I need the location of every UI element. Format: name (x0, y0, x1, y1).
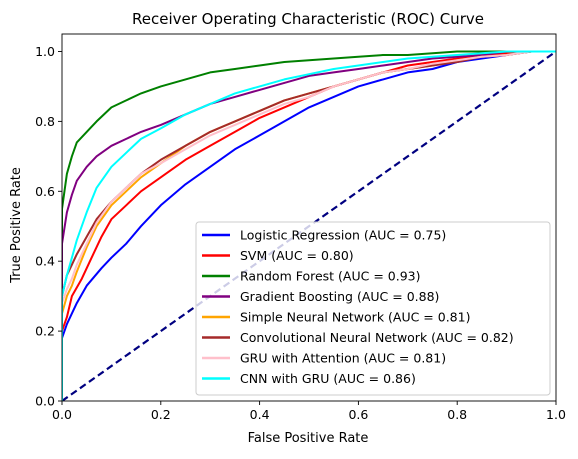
series-line-4 (62, 50, 556, 401)
chart-title: Receiver Operating Characteristic (ROC) … (132, 10, 484, 28)
legend-label-6: Convolutional Neural Network (AUC = 0.82… (240, 330, 514, 345)
legend-label-5: Simple Neural Network (AUC = 0.81) (240, 310, 470, 325)
y-axis-label: True Positive Rate (9, 167, 24, 284)
legend-label-3: Random Forest (AUC = 0.93) (240, 269, 421, 284)
series-line-2 (62, 50, 556, 401)
legend-label-7: GRU with Attention (AUC = 0.81) (240, 351, 446, 366)
x-tick-label: 0.2 (151, 407, 171, 422)
y-tick-label: 0.4 (35, 254, 55, 269)
x-tick-label: 0.0 (52, 407, 72, 422)
series-line-8 (62, 50, 556, 401)
legend-label-8: CNN with GRU (AUC = 0.86) (240, 371, 416, 386)
legend-label-1: Logistic Regression (AUC = 0.75) (240, 228, 446, 243)
series-line-3 (62, 50, 556, 401)
x-tick-label: 0.6 (348, 407, 368, 422)
legend-label-4: Gradient Boosting (AUC = 0.88) (240, 289, 439, 304)
axes-frame (61, 33, 557, 402)
plot-area (62, 50, 556, 401)
series-line-6 (62, 50, 556, 401)
x-tick-label: 0.4 (250, 407, 270, 422)
axes: 0.0 0.2 0.4 0.6 0.8 1.0 0.0 0.2 0.4 0.6 0.8 1.0 (35, 33, 566, 422)
legend-label-2: SVM (AUC = 0.80) (240, 248, 354, 263)
y-tick-label: 0.0 (35, 394, 55, 409)
series-line-7 (62, 50, 556, 401)
y-tick-label: 0.2 (35, 324, 55, 339)
legend: Logistic Regression (AUC = 0.75) SVM (AUC… (195, 221, 551, 396)
y-tick-label: 0.6 (35, 184, 55, 199)
x-tick-label: 1.0 (546, 407, 566, 422)
y-tick-label: 1.0 (35, 44, 55, 59)
y-tick-label: 0.8 (35, 114, 55, 129)
x-tick-label: 0.8 (447, 407, 467, 422)
legend-box (195, 221, 551, 396)
x-axis-label: False Positive Rate (248, 431, 369, 446)
series-group (62, 50, 556, 401)
